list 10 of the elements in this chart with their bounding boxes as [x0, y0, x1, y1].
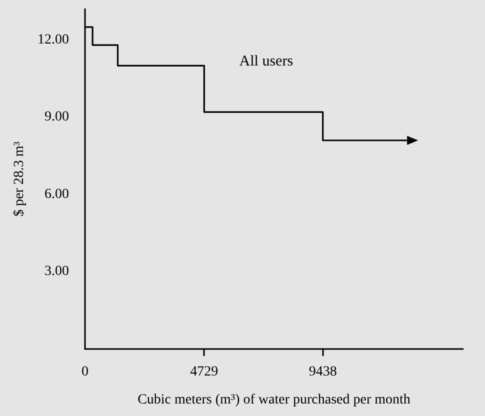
text: All users	[239, 54, 294, 70]
y-tick-label: 6.00	[44, 186, 69, 202]
x-tick-label: 0	[82, 364, 88, 380]
y-axis-title: $ per 28.3 m³	[12, 142, 28, 216]
y-tick-label: 9.00	[44, 110, 69, 125]
y-tick-label: 12.00	[38, 32, 69, 48]
x-axis-title: Cubic meters (m³) of water purchased per month	[138, 392, 410, 408]
x-tick-label: 9438	[308, 364, 337, 380]
x-tick-label: 4729	[190, 364, 218, 380]
y-tick-label: 3.00	[44, 264, 69, 280]
